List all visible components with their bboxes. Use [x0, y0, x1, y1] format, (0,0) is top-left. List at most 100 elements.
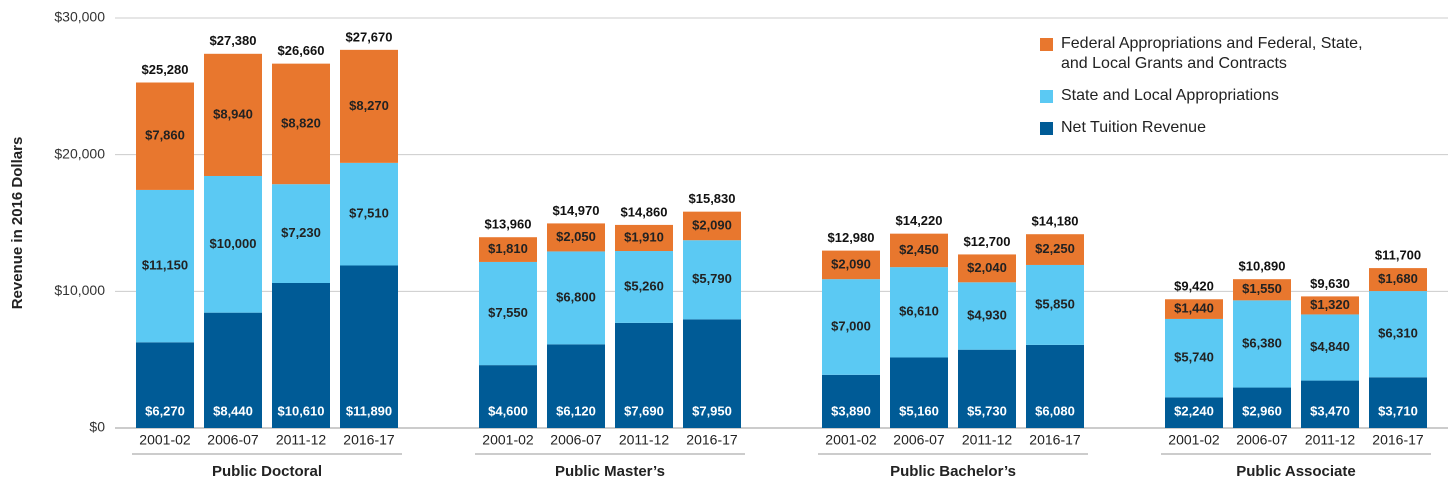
- legend-label: Federal Appropriations and Federal, Stat…: [1061, 35, 1363, 72]
- x-tick-label: 2001-02: [139, 432, 191, 448]
- bar-segment: [1233, 279, 1291, 301]
- bar-segment: [1369, 291, 1427, 378]
- segment-label: $1,550: [1242, 281, 1282, 296]
- legend-item: Net Tuition Revenue: [1040, 118, 1370, 138]
- segment-label: $2,450: [899, 242, 939, 257]
- segment-label: $4,600: [488, 403, 528, 418]
- bar-segment: [1026, 234, 1084, 265]
- segment-label: $5,160: [899, 403, 939, 418]
- total-label: $9,420: [1174, 279, 1214, 294]
- bar-segment: [204, 312, 262, 428]
- total-label: $10,890: [1239, 259, 1286, 274]
- bar-segment: [1301, 380, 1359, 428]
- total-label: $26,660: [278, 43, 325, 58]
- segment-label: $10,000: [210, 236, 257, 251]
- x-tick-label: 2016-17: [1029, 432, 1081, 448]
- bar-segment: [1165, 397, 1223, 428]
- segment-label: $7,950: [692, 403, 732, 418]
- bar-segment: [822, 374, 880, 428]
- bar-segment: [272, 63, 330, 185]
- bar-segment: [683, 211, 741, 241]
- x-tick-label: 2011-12: [619, 432, 670, 448]
- x-tick-label: 2011-12: [962, 432, 1013, 448]
- total-label: $11,700: [1375, 248, 1421, 263]
- bar-segment: [683, 319, 741, 428]
- bar-segment: [1369, 377, 1427, 428]
- total-label: $27,670: [346, 29, 393, 44]
- bar-segment: [890, 233, 948, 268]
- bar-segment: [1233, 300, 1291, 388]
- segment-label: $6,380: [1242, 335, 1282, 350]
- segment-label: $3,710: [1378, 403, 1418, 418]
- bar-segment: [340, 162, 398, 266]
- segment-label: $11,150: [142, 258, 188, 273]
- segment-label: $1,910: [624, 229, 664, 244]
- segment-label: $2,250: [1035, 241, 1075, 256]
- x-tick-label: 2006-07: [207, 432, 259, 448]
- bar-segment: [479, 261, 537, 366]
- segment-label: $7,550: [488, 305, 528, 320]
- total-label: $25,280: [142, 62, 189, 77]
- x-tick-label: 2016-17: [686, 432, 738, 448]
- bar-segment: [272, 184, 330, 283]
- bar-segment: [479, 365, 537, 428]
- segment-label: $1,440: [1174, 301, 1214, 316]
- total-label: $9,630: [1310, 276, 1350, 291]
- segment-label: $1,680: [1378, 271, 1418, 286]
- segment-label: $8,440: [213, 403, 253, 418]
- bar-segment: [1165, 318, 1223, 398]
- segment-label: $8,940: [213, 106, 253, 121]
- segment-label: $5,730: [967, 403, 1007, 418]
- y-tick-label: $0: [89, 419, 105, 435]
- bar-segment: [615, 224, 673, 252]
- group-label: Public Associate: [1236, 463, 1356, 480]
- bar-segment: [822, 279, 880, 375]
- bar-segment: [1301, 314, 1359, 381]
- x-tick-label: 2006-07: [893, 432, 945, 448]
- bar-segment: [1026, 264, 1084, 345]
- bar-segment: [1026, 344, 1084, 428]
- bar-segment: [547, 223, 605, 252]
- total-label: $27,380: [210, 33, 257, 48]
- bar-segment: [136, 342, 194, 428]
- segment-label: $11,890: [346, 403, 392, 418]
- legend-label: Net Tuition Revenue: [1061, 119, 1206, 136]
- segment-label: $2,240: [1174, 403, 1214, 418]
- x-tick-label: 2006-07: [1236, 432, 1288, 448]
- bar-segment: [547, 251, 605, 345]
- legend: Federal Appropriations and Federal, Stat…: [1040, 34, 1370, 150]
- bar-segment: [136, 82, 194, 190]
- segment-label: $2,090: [831, 256, 871, 271]
- legend-swatch: [1040, 38, 1053, 51]
- segment-label: $6,310: [1378, 326, 1418, 341]
- bar-segment: [958, 349, 1016, 428]
- bar-segment: [272, 282, 330, 428]
- segment-label: $2,040: [967, 260, 1007, 275]
- bar-segment: [615, 322, 673, 428]
- segment-label: $7,230: [281, 225, 321, 240]
- bar-segment: [822, 250, 880, 280]
- x-tick-label: 2016-17: [343, 432, 395, 448]
- segment-label: $10,610: [278, 403, 325, 418]
- y-tick-label: $20,000: [54, 145, 105, 161]
- bar-segment: [615, 251, 673, 323]
- bar-segment: [479, 237, 537, 262]
- segment-label: $6,120: [556, 403, 596, 418]
- segment-label: $1,810: [488, 241, 528, 256]
- bar-segment: [958, 254, 1016, 283]
- x-tick-label: 2001-02: [825, 432, 877, 448]
- segment-label: $6,270: [145, 403, 185, 418]
- segment-label: $3,890: [831, 403, 871, 418]
- x-tick-label: 2011-12: [1305, 432, 1356, 448]
- bar-segment: [204, 175, 262, 313]
- legend-item: State and Local Appropriations: [1040, 86, 1370, 106]
- bar-segment: [547, 344, 605, 428]
- bar-segment: [1369, 268, 1427, 292]
- legend-label: State and Local Appropriations: [1061, 87, 1279, 104]
- segment-label: $4,840: [1310, 339, 1350, 354]
- segment-label: $6,610: [899, 304, 939, 319]
- y-tick-label: $10,000: [54, 282, 105, 298]
- x-tick-label: 2001-02: [482, 432, 534, 448]
- segment-label: $8,820: [281, 115, 321, 130]
